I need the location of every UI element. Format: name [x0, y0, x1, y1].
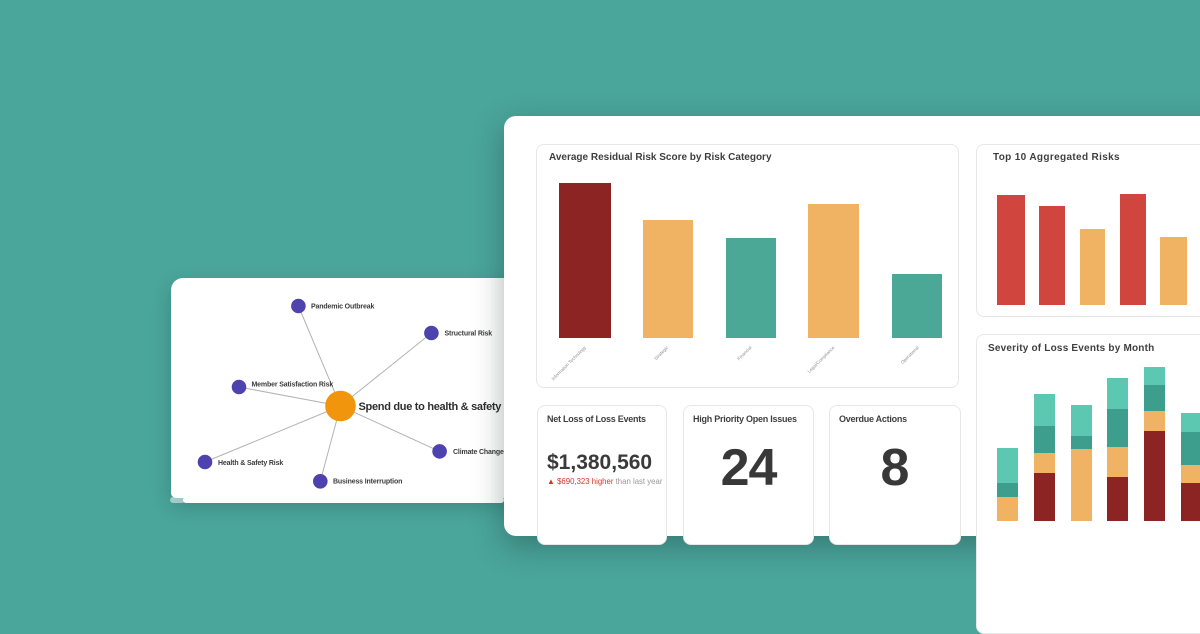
svg-text:Structural Risk: Structural Risk: [445, 331, 493, 338]
svg-text:Health & Safety Risk: Health & Safety Risk: [218, 460, 283, 467]
svg-text:Business Interruption: Business Interruption: [333, 479, 402, 486]
svg-text:Pandemic Outbreak: Pandemic Outbreak: [311, 304, 374, 311]
svg-text:Spend due to health & safety i: Spend due to health & safety incidents: [359, 401, 550, 413]
svg-text:Climate Change: Climate Change: [453, 449, 504, 456]
svg-text:Member Satisfaction Risk: Member Satisfaction Risk: [252, 382, 334, 389]
